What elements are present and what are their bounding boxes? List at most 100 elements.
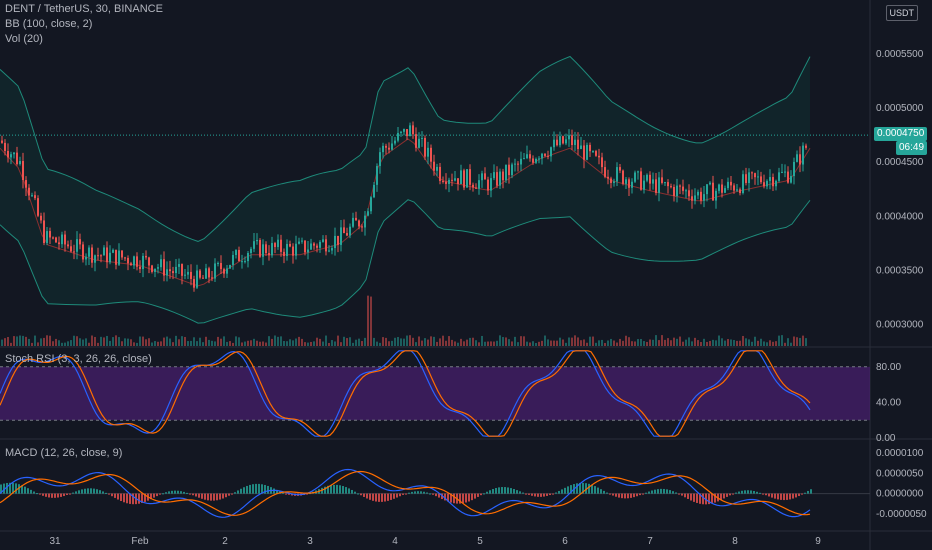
volume-bar (763, 341, 765, 346)
candle-body (268, 253, 270, 256)
candle-body (511, 164, 513, 176)
candle-body (154, 268, 156, 272)
volume-bar (283, 341, 285, 346)
candle-body (679, 185, 681, 187)
macd-histogram-bar (57, 493, 59, 498)
volume-bar (352, 342, 354, 346)
volume-bar (184, 336, 186, 346)
candle-body (718, 184, 720, 191)
candle-body (397, 132, 399, 141)
macd-histogram-bar (240, 488, 242, 494)
macd-histogram-bar (387, 493, 389, 501)
candle-body (583, 145, 585, 160)
macd-histogram-bar (192, 493, 194, 496)
candle-body (775, 180, 777, 187)
macd-histogram-bar (642, 493, 644, 495)
candle-body (715, 190, 717, 201)
candle-body (460, 170, 462, 185)
candle-body (403, 129, 405, 132)
stoch-rsi-label[interactable]: Stoch RSI (3, 3, 26, 26, close) (5, 353, 152, 365)
currency-badge[interactable]: USDT (885, 5, 918, 21)
macd-histogram-bar (138, 493, 140, 504)
volume-bar (655, 335, 657, 346)
candle-body (163, 259, 165, 276)
volume-bar (673, 337, 675, 346)
candle-body (682, 186, 684, 191)
macd-histogram-bar (444, 493, 446, 501)
macd-histogram-bar (261, 484, 263, 494)
symbol-title[interactable]: DENT / TetherUS, 30, BINANCE (5, 3, 163, 15)
candle-body (241, 261, 243, 263)
candle-body (187, 271, 189, 275)
volume-bar (310, 341, 312, 346)
candle-body (805, 145, 807, 148)
candle-body (454, 178, 456, 181)
bb-indicator-label[interactable]: BB (100, close, 2) (5, 18, 93, 30)
candle-body (67, 244, 69, 247)
volume-bar (712, 339, 714, 346)
volume-bar (331, 340, 333, 346)
candle-body (376, 166, 378, 185)
macd-label[interactable]: MACD (12, 26, close, 9) (5, 447, 123, 459)
candle-body (748, 172, 750, 183)
volume-bar (598, 340, 600, 346)
signal-line (0, 470, 811, 516)
volume-bar (565, 342, 567, 346)
volume-bar (193, 337, 195, 346)
volume-bar (148, 338, 150, 346)
macd-axis-label: 0.0000050 (876, 468, 924, 479)
candle-body (751, 172, 753, 174)
macd-histogram-bar (159, 493, 161, 495)
volume-bar (751, 341, 753, 346)
volume-bar (358, 338, 360, 346)
macd-histogram-bar (354, 491, 356, 494)
volume-bar (268, 336, 270, 346)
candle-body (316, 245, 318, 248)
volume-bar (640, 338, 642, 346)
macd-histogram-bar (618, 493, 620, 498)
volume-bar (715, 340, 717, 346)
candle-body (784, 171, 786, 173)
symbol-legend[interactable]: DENT / TetherUS, 30, BINANCE BB (100, cl… (5, 2, 163, 47)
candle-body (373, 184, 375, 198)
macd-histogram-bar (204, 493, 206, 500)
candle-body (124, 257, 126, 259)
macd-histogram-bar (27, 488, 29, 494)
candle-body (340, 227, 342, 245)
macd-histogram-bar (600, 489, 602, 494)
volume-bar (271, 338, 273, 346)
macd-histogram-bar (75, 491, 77, 494)
candle-body (199, 270, 201, 278)
candle-body (424, 137, 426, 157)
volume-bar (469, 337, 471, 346)
candle-body (451, 179, 453, 181)
candle-body (88, 247, 90, 257)
volume-bar (583, 339, 585, 346)
macd-histogram-bar (18, 484, 20, 494)
candle-body (4, 142, 6, 151)
macd-histogram-bar (15, 483, 17, 494)
macd-histogram-bar (66, 493, 68, 495)
macd-histogram-bar (480, 493, 482, 496)
candle-body (472, 184, 474, 188)
candle-body (616, 167, 618, 182)
macd-histogram-bar (780, 493, 782, 500)
candle-body (217, 263, 219, 265)
macd-histogram-bar (792, 493, 794, 499)
candle-body (661, 177, 663, 183)
macd-histogram-bar (48, 493, 50, 498)
macd-histogram-bar (588, 483, 590, 494)
volume-bar (676, 338, 678, 346)
macd-histogram-bar (324, 486, 326, 494)
candle-body (628, 179, 630, 188)
volume-bar (181, 336, 183, 346)
macd-histogram-bar (582, 482, 584, 494)
volume-indicator-label[interactable]: Vol (20) (5, 33, 43, 45)
candle-body (214, 263, 216, 279)
macd-histogram-bar (714, 493, 716, 503)
price-axis-label: 0.0004000 (876, 211, 924, 222)
volume-bar (100, 336, 102, 346)
time-axis-label: 9 (815, 536, 821, 547)
